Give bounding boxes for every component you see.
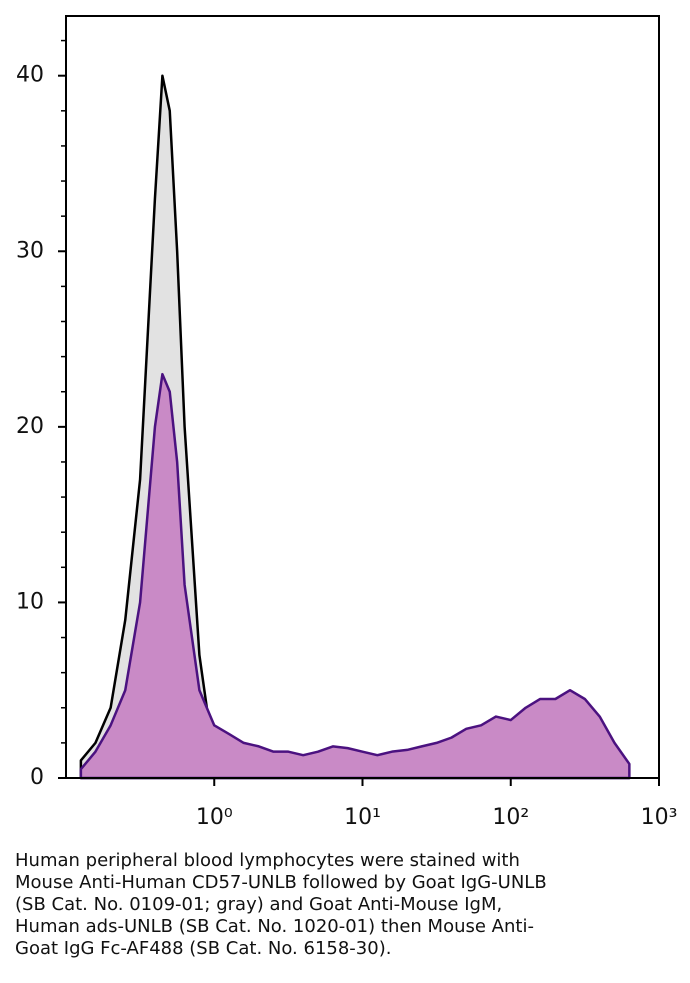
plot-frame — [65, 15, 660, 779]
x-tick-label: 10⁰ — [196, 805, 233, 830]
y-tick-label: 0 — [30, 765, 44, 790]
y-tick-label: 20 — [16, 414, 44, 439]
y-tick-label: 40 — [16, 63, 44, 88]
histogram-area — [79, 372, 631, 780]
y-tick-label: 10 — [16, 589, 44, 614]
caption-line: Human peripheral blood lymphocytes were … — [15, 850, 520, 871]
y-tick-label: 30 — [16, 238, 44, 263]
x-tick-label: 10³ — [641, 805, 678, 830]
x-tick-label: 10² — [492, 805, 529, 830]
caption-line: Goat IgG Fc-AF488 (SB Cat. No. 6158-30). — [15, 938, 392, 959]
chart: 0 10 20 30 40 10⁰ 10¹ 10² 10³ — [16, 15, 678, 830]
caption-line: (SB Cat. No. 0109-01; gray) and Goat Ant… — [15, 894, 503, 915]
caption: Human peripheral blood lymphocytes were … — [15, 850, 547, 960]
caption-line: Human ads-UNLB (SB Cat. No. 1020-01) the… — [15, 916, 534, 937]
caption-line: Mouse Anti-Human CD57-UNLB followed by G… — [15, 872, 547, 893]
x-tick-label: 10¹ — [344, 805, 381, 830]
